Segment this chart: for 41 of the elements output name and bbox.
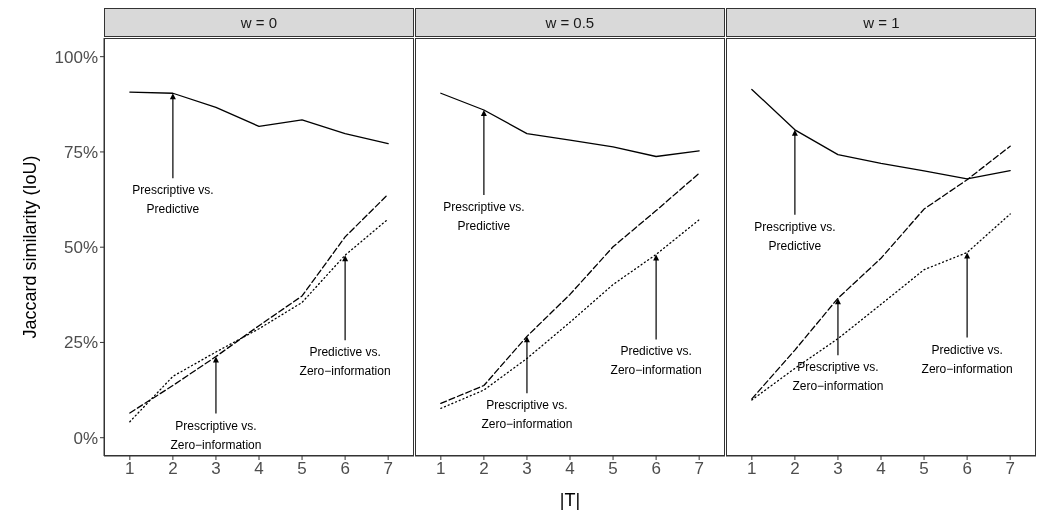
annotation: Prescriptive vs. Zero−information	[792, 360, 884, 394]
annotation: Prescriptive vs. Predictive	[443, 200, 525, 234]
x-tick-label: 7	[1005, 459, 1016, 479]
x-tick-label: 4	[254, 459, 264, 479]
x-tick-label: 4	[565, 459, 575, 479]
y-tick-label: 0%	[73, 428, 98, 448]
x-tick-label: 6	[340, 459, 350, 479]
annotation: Prescriptive vs. Zero−information	[170, 418, 262, 452]
annotation: Predictive vs. Zero−information	[299, 345, 391, 379]
x-tick-label: 6	[651, 459, 661, 479]
x-axis-title: |T|	[559, 490, 581, 510]
x-tick-label: 3	[833, 459, 844, 479]
annotation: Prescriptive vs. Zero−information	[481, 398, 573, 432]
x-tick-label: 1	[747, 459, 757, 479]
chart-title: w = 1	[726, 8, 1037, 37]
annotation: Predictive vs. Zero−information	[610, 344, 702, 378]
x-tick-label: 3	[211, 459, 221, 479]
chart-title: w = 0	[104, 8, 414, 37]
x-tick-label: 1	[125, 459, 135, 479]
annotation: Predictive vs. Zero−information	[921, 342, 1014, 376]
x-tick-label: 5	[608, 459, 618, 479]
x-tick-label: 5	[297, 459, 307, 479]
x-tick-label: 7	[383, 459, 393, 479]
y-axis-title: Jaccard similarity (IoU)	[20, 155, 41, 339]
y-tick-label: 75%	[63, 142, 98, 162]
y-tick-label: 100%	[54, 47, 98, 67]
x-tick-label: 4	[876, 459, 887, 479]
x-tick-label: 3	[522, 459, 532, 479]
annotation: Prescriptive vs. Predictive	[754, 219, 836, 253]
annotation: Prescriptive vs. Predictive	[132, 183, 214, 217]
x-tick-label: 2	[168, 459, 178, 479]
x-tick-label: 6	[962, 459, 973, 479]
chart-title: w = 0.5	[414, 8, 725, 37]
x-tick-label: 5	[919, 459, 930, 479]
x-tick-label: 2	[790, 459, 801, 479]
x-tick-label: 7	[694, 459, 704, 479]
line-series	[129, 91, 389, 145]
x-tick-label: 2	[478, 459, 489, 479]
x-tick-label: 1	[435, 459, 446, 479]
y-tick-label: 50%	[63, 238, 98, 258]
y-tick-label: 25%	[63, 333, 98, 353]
